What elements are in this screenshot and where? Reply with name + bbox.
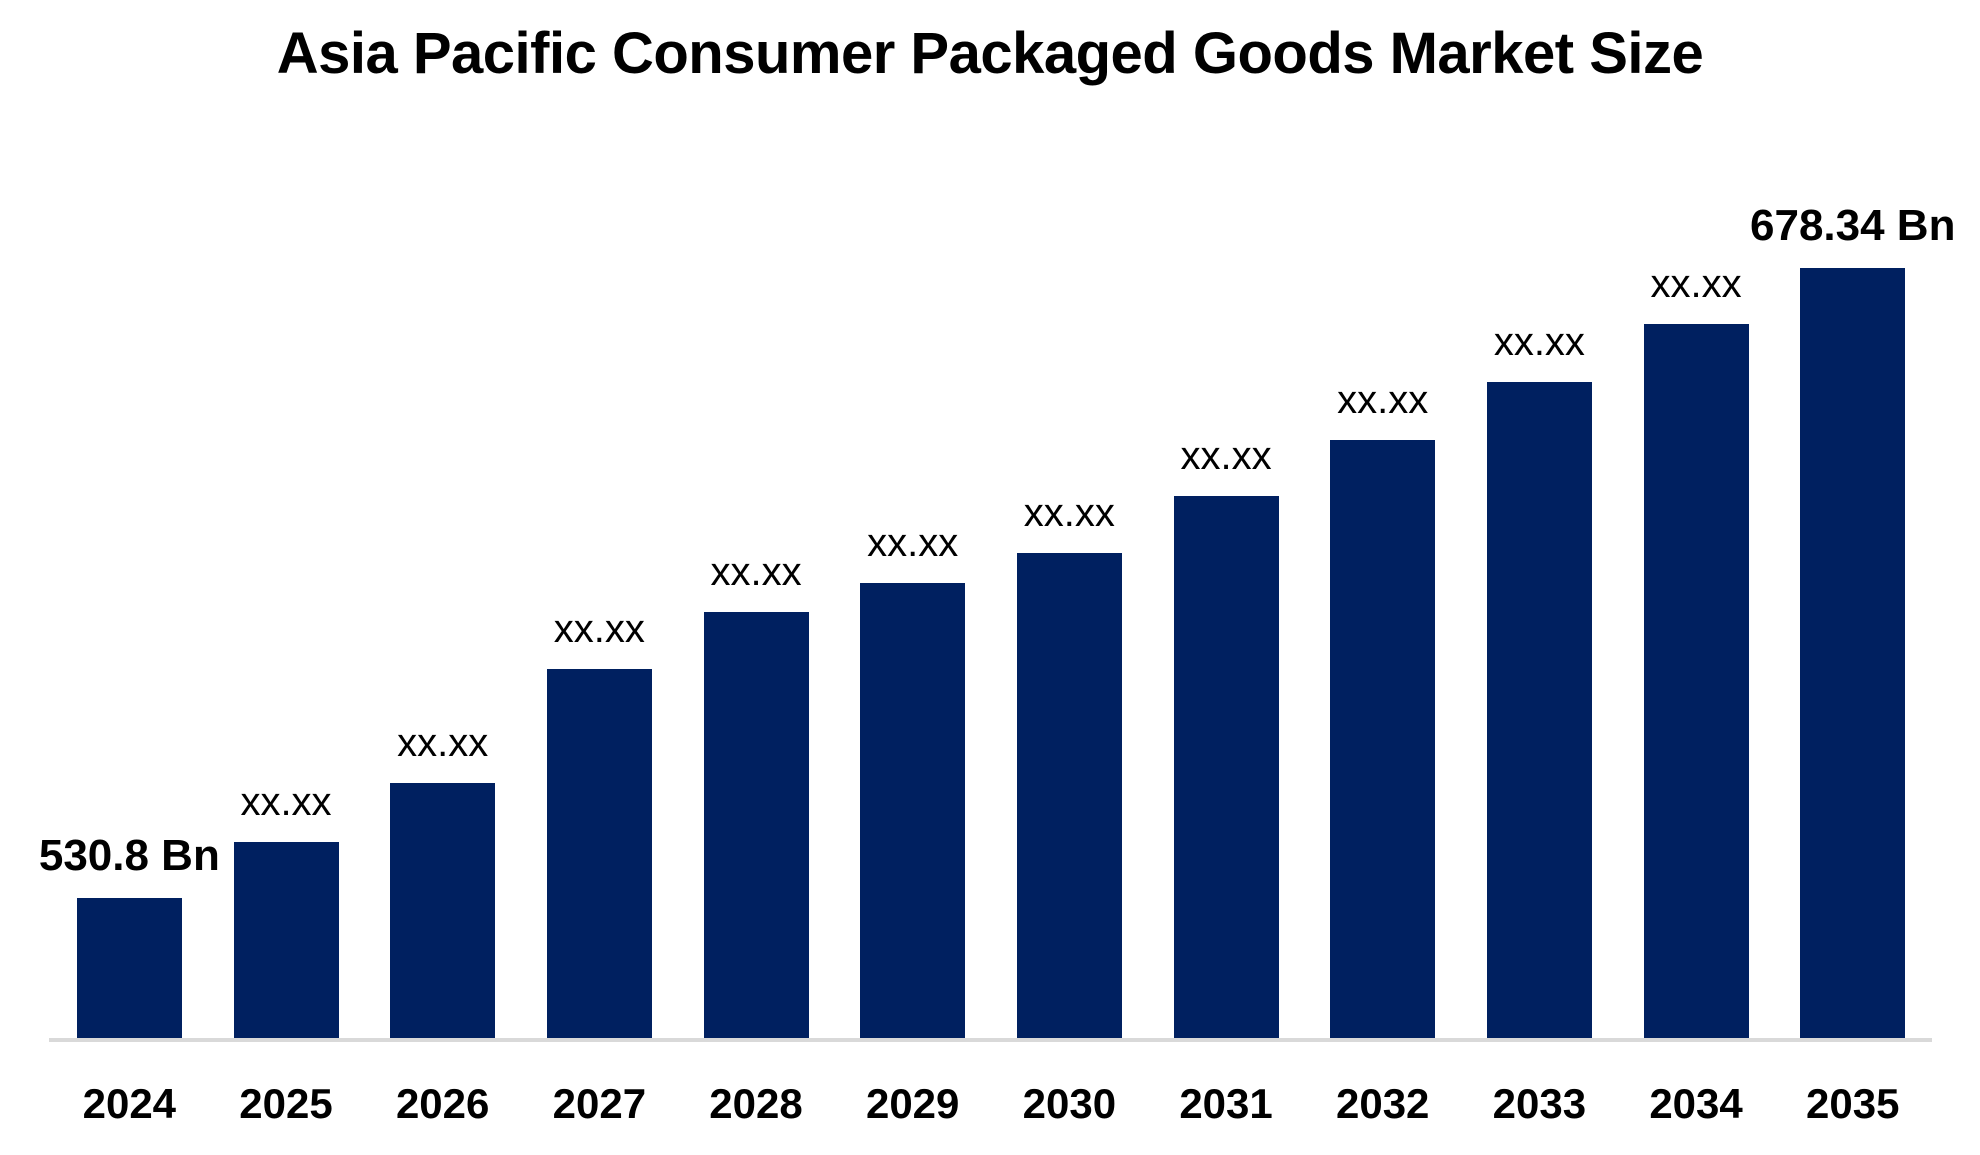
bar-value-label-2024: 530.8 Bn [38, 830, 220, 880]
bar-group-2025: xx.xx [208, 780, 365, 1038]
x-tick-2031: 2031 [1179, 1080, 1273, 1127]
bar-2031 [1173, 496, 1279, 1038]
bar-2027 [546, 669, 652, 1038]
x-tick-2025: 2025 [239, 1080, 333, 1127]
bar-2028 [703, 612, 809, 1038]
bar-group-2029: xx.xx [834, 521, 991, 1038]
bar-value-label-2034: xx.xx [1650, 262, 1742, 306]
bar-2035 [1800, 268, 1906, 1038]
bar-value-label-2030: xx.xx [1023, 491, 1115, 535]
x-axis-line [49, 1038, 1932, 1042]
bar-group-2033: xx.xx [1461, 320, 1618, 1038]
x-tick-2026: 2026 [395, 1080, 490, 1127]
x-tick-2034: 2034 [1649, 1080, 1743, 1127]
bar-2025 [233, 842, 339, 1038]
x-axis-tick-labels: 2024 2025 2026 2027 2028 2029 2030 2031 2032 2033… [51, 1080, 1931, 1128]
x-tick-2035: 2035 [1806, 1080, 1900, 1127]
bar-value-label-2032: xx.xx [1337, 378, 1429, 422]
bar-group-2035: 678.34 Bn [1750, 201, 1955, 1038]
bar-2029 [860, 583, 966, 1038]
plot-area: 530.8 Bn xx.xx xx.xx xx.xx xx.xx xx.xx xx.xx xx… [39, 0, 1955, 1038]
bar-group-2024: 530.8 Bn [39, 831, 220, 1038]
bar-group-2026: xx.xx [364, 721, 521, 1038]
x-tick-2029: 2029 [865, 1080, 960, 1127]
x-tick-2027: 2027 [552, 1080, 647, 1127]
chart-title: Asia Pacific Consumer Packaged Goods Mar… [276, 21, 1704, 86]
x-tick-2032: 2032 [1335, 1080, 1430, 1127]
bar-value-label-2027: xx.xx [553, 607, 645, 651]
bar-group-2032: xx.xx [1304, 378, 1461, 1038]
bar-2033 [1486, 382, 1592, 1038]
bar-value-label-2028: xx.xx [710, 550, 802, 594]
x-tick-2024: 2024 [82, 1080, 177, 1127]
bar-value-label-2035: 678.34 Bn [1750, 200, 1956, 250]
bar-value-label-2033: xx.xx [1493, 320, 1585, 364]
bar-value-label-2025: xx.xx [240, 780, 332, 824]
bar-2034 [1643, 324, 1749, 1038]
bar-group-2027: xx.xx [521, 607, 678, 1038]
bar-2032 [1330, 440, 1436, 1038]
bar-group-2031: xx.xx [1148, 434, 1305, 1038]
bar-value-label-2029: xx.xx [867, 521, 959, 565]
bar-group-2028: xx.xx [678, 550, 835, 1038]
bar-2024 [76, 898, 182, 1038]
bar-2026 [390, 783, 496, 1038]
bar-group-2030: xx.xx [991, 491, 1148, 1038]
bar-2030 [1016, 553, 1122, 1038]
bar-value-label-2031: xx.xx [1180, 434, 1272, 478]
bar-group-2034: xx.xx [1618, 262, 1775, 1038]
x-tick-2030: 2030 [1022, 1080, 1117, 1127]
x-tick-2028: 2028 [709, 1080, 803, 1127]
bar-value-label-2026: xx.xx [397, 721, 489, 765]
x-tick-2033: 2033 [1492, 1080, 1587, 1127]
